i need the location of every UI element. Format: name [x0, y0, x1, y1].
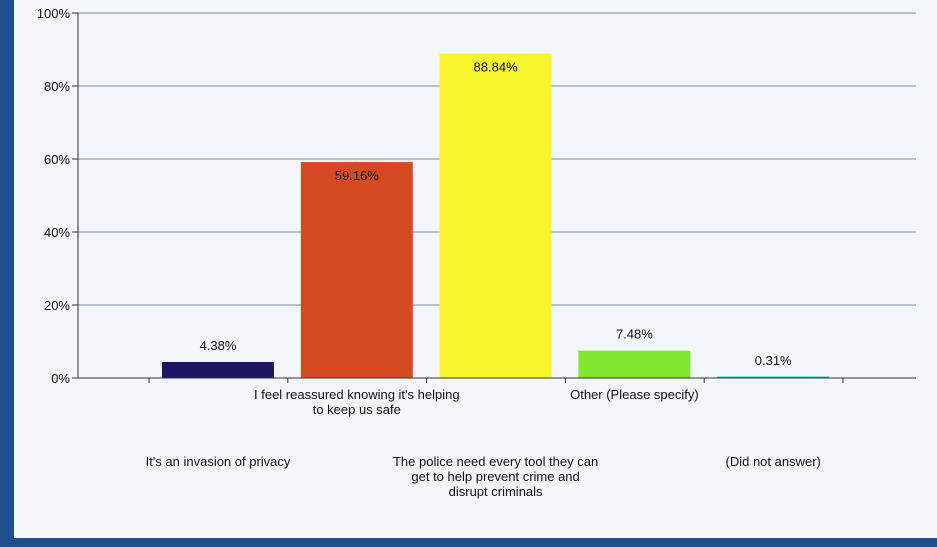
- y-tick-label: 0%: [51, 371, 70, 386]
- data-label: 59.16%: [335, 168, 380, 183]
- y-tick-label: 40%: [44, 225, 70, 240]
- bars: 4.38% 59.16% 88.84% 7.48% 0.31%: [162, 53, 830, 378]
- data-label: 4.38%: [200, 338, 237, 353]
- x-category-label: It's an invasion of privacy: [146, 454, 291, 469]
- y-tick-label: 20%: [44, 298, 70, 313]
- data-label: 7.48%: [616, 327, 653, 342]
- y-axis: 0% 20% 40% 60% 80% 100%: [37, 6, 79, 386]
- data-label: 0.31%: [755, 353, 792, 368]
- y-tick-label: 60%: [44, 152, 70, 167]
- x-category-label: to keep us safe: [313, 402, 401, 417]
- x-axis: It's an invasion of privacy I feel reassu…: [78, 377, 916, 499]
- x-category-label: Other (Please specify): [570, 387, 699, 402]
- bar: [578, 350, 691, 378]
- x-category-label: get to help prevent crime and: [411, 469, 579, 484]
- chart-panel: 0% 20% 40% 60% 80% 100% 4.38% 59.16% 88.84% 7.48…: [14, 0, 937, 538]
- x-category-label: I feel reassured knowing it's helping: [254, 387, 460, 402]
- bar: [717, 376, 830, 378]
- y-tick-label: 100%: [37, 6, 71, 21]
- x-category-label: The police need every tool they can: [393, 454, 598, 469]
- bar: [300, 162, 413, 378]
- data-label: 88.84%: [474, 60, 519, 75]
- y-tick-label: 80%: [44, 79, 70, 94]
- x-category-label: (Did not answer): [726, 454, 821, 469]
- bar: [162, 362, 274, 378]
- bar: [439, 53, 552, 378]
- bar-chart: 0% 20% 40% 60% 80% 100% 4.38% 59.16% 88.84% 7.48…: [37, 6, 916, 499]
- x-category-label: disrupt criminals: [449, 484, 543, 499]
